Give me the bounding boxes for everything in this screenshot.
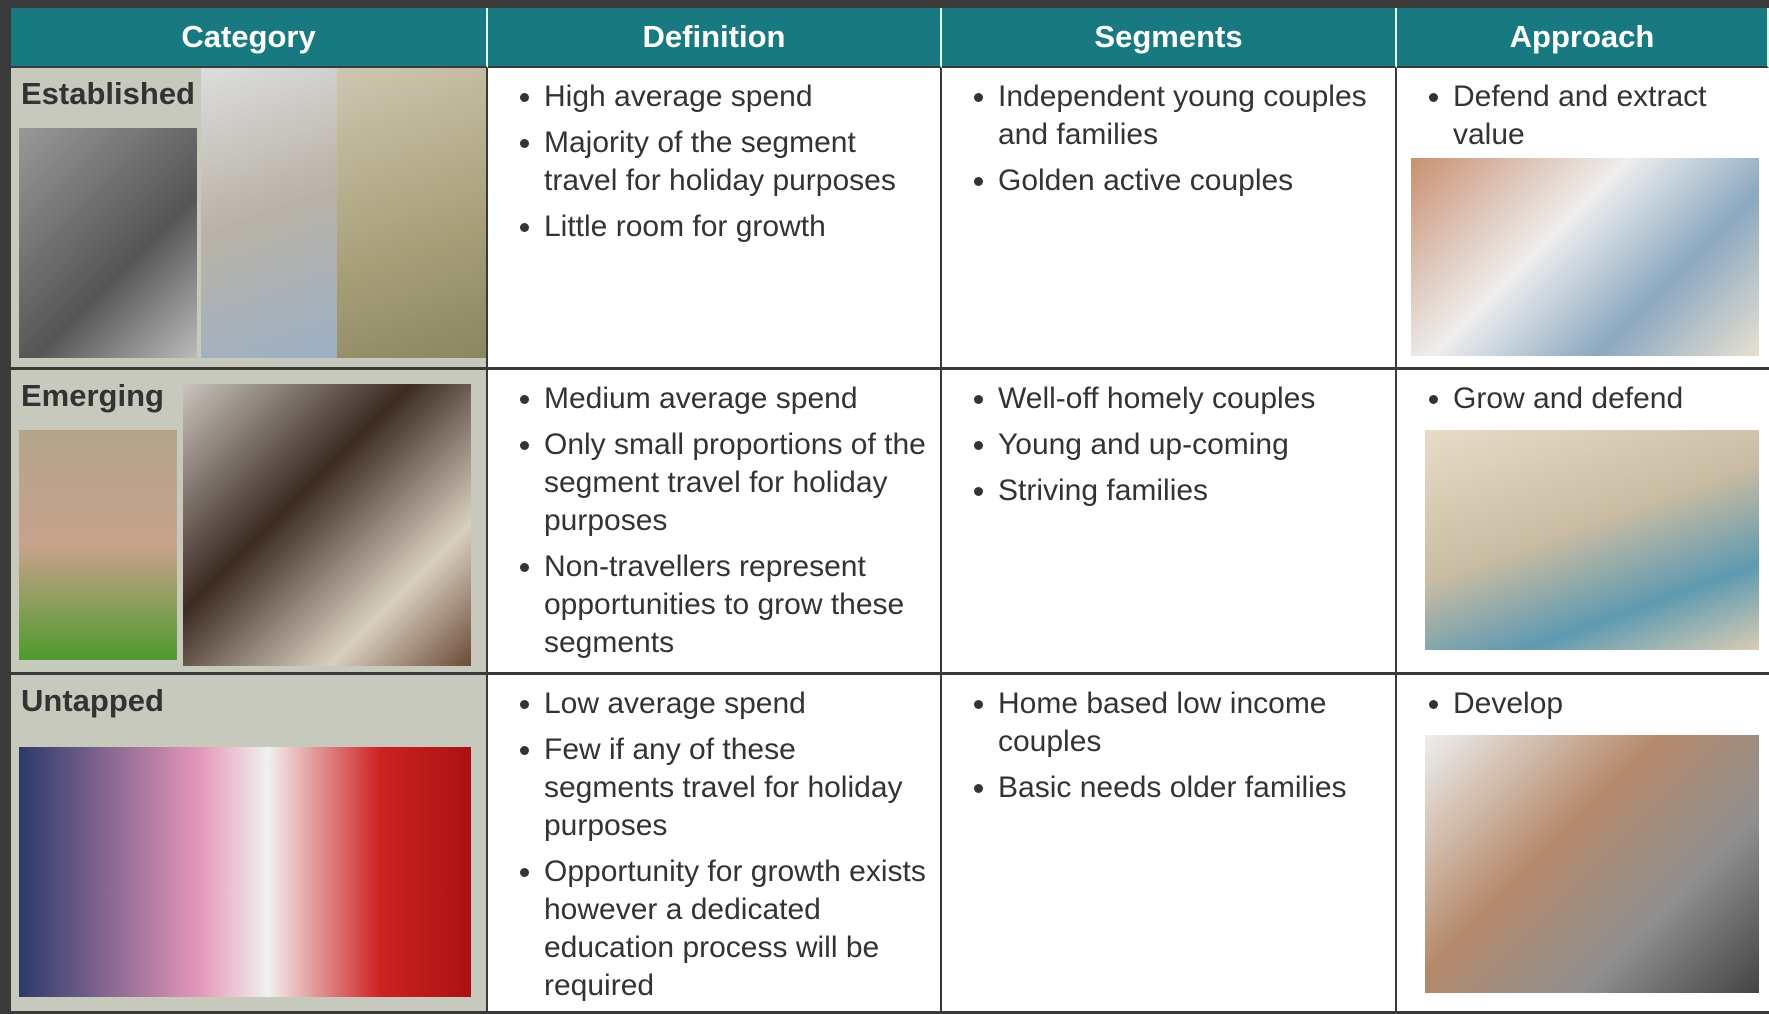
segment-table: Category Definition Segments Approach Establ… xyxy=(11,8,1769,1014)
definition-list: Medium average spend Only small proportio… xyxy=(518,380,932,662)
definition-item: Few if any of these segments travel for … xyxy=(544,731,932,845)
category-label: Untapped xyxy=(21,683,164,718)
approach-cell: Defend and extract value xyxy=(1397,68,1769,370)
photo xyxy=(19,128,197,358)
approach-cell: Grow and defend xyxy=(1397,370,1769,675)
approach-item: Grow and defend xyxy=(1453,380,1761,418)
definition-item: Non-travellers represent opportunities t… xyxy=(544,548,932,662)
approach-item: Develop xyxy=(1453,685,1761,723)
definition-item: Medium average spend xyxy=(544,380,932,418)
segments-list: Independent young couples and families Go… xyxy=(972,78,1387,200)
definition-item: Opportunity for growth exists however a … xyxy=(544,853,932,1005)
photo xyxy=(1425,430,1759,650)
photo xyxy=(201,68,338,358)
approach-list: Grow and defend xyxy=(1427,380,1761,418)
approach-list: Develop xyxy=(1427,685,1761,723)
segments-item: Basic needs older families xyxy=(998,769,1387,807)
segments-cell: Home based low income couples Basic needs… xyxy=(942,675,1397,1014)
segments-cell: Independent young couples and families Go… xyxy=(942,68,1397,370)
definition-list: Low average spend Few if any of these seg… xyxy=(518,685,932,1005)
segments-item: Independent young couples and families xyxy=(998,78,1387,154)
approach-cell: Develop xyxy=(1397,675,1769,1014)
definition-cell: Low average spend Few if any of these seg… xyxy=(488,675,942,1014)
definition-item: Little room for growth xyxy=(544,208,932,246)
category-cell: Established xyxy=(11,68,488,370)
segments-item: Well-off homely couples xyxy=(998,380,1387,418)
column-header: Category xyxy=(11,8,488,68)
definition-cell: Medium average spend Only small proportio… xyxy=(488,370,942,675)
definition-cell: High average spend Majority of the segmen… xyxy=(488,68,942,370)
segments-list: Home based low income couples Basic needs… xyxy=(972,685,1387,807)
photo xyxy=(19,430,177,660)
definition-item: Majority of the segment travel for holid… xyxy=(544,124,932,200)
column-header: Approach xyxy=(1397,8,1769,68)
segments-item: Golden active couples xyxy=(998,162,1387,200)
definition-item: High average spend xyxy=(544,78,932,116)
photo xyxy=(337,68,486,358)
segments-list: Well-off homely couples Young and up-comi… xyxy=(972,380,1387,510)
category-label: Emerging xyxy=(21,378,164,413)
photo xyxy=(19,747,471,997)
column-header: Segments xyxy=(942,8,1397,68)
category-label: Established xyxy=(21,76,195,111)
photo xyxy=(1425,735,1759,993)
column-header: Definition xyxy=(488,8,942,68)
definition-list: High average spend Majority of the segmen… xyxy=(518,78,932,246)
category-cell: Untapped xyxy=(11,675,488,1014)
approach-list: Defend and extract value xyxy=(1427,78,1761,154)
definition-item: Only small proportions of the segment tr… xyxy=(544,426,932,540)
segments-item: Striving families xyxy=(998,472,1387,510)
photo xyxy=(183,384,471,666)
photo xyxy=(1411,158,1759,356)
definition-item: Low average spend xyxy=(544,685,932,723)
segments-cell: Well-off homely couples Young and up-comi… xyxy=(942,370,1397,675)
segments-item: Home based low income couples xyxy=(998,685,1387,761)
category-cell: Emerging xyxy=(11,370,488,675)
approach-item: Defend and extract value xyxy=(1453,78,1761,154)
segments-item: Young and up-coming xyxy=(998,426,1387,464)
